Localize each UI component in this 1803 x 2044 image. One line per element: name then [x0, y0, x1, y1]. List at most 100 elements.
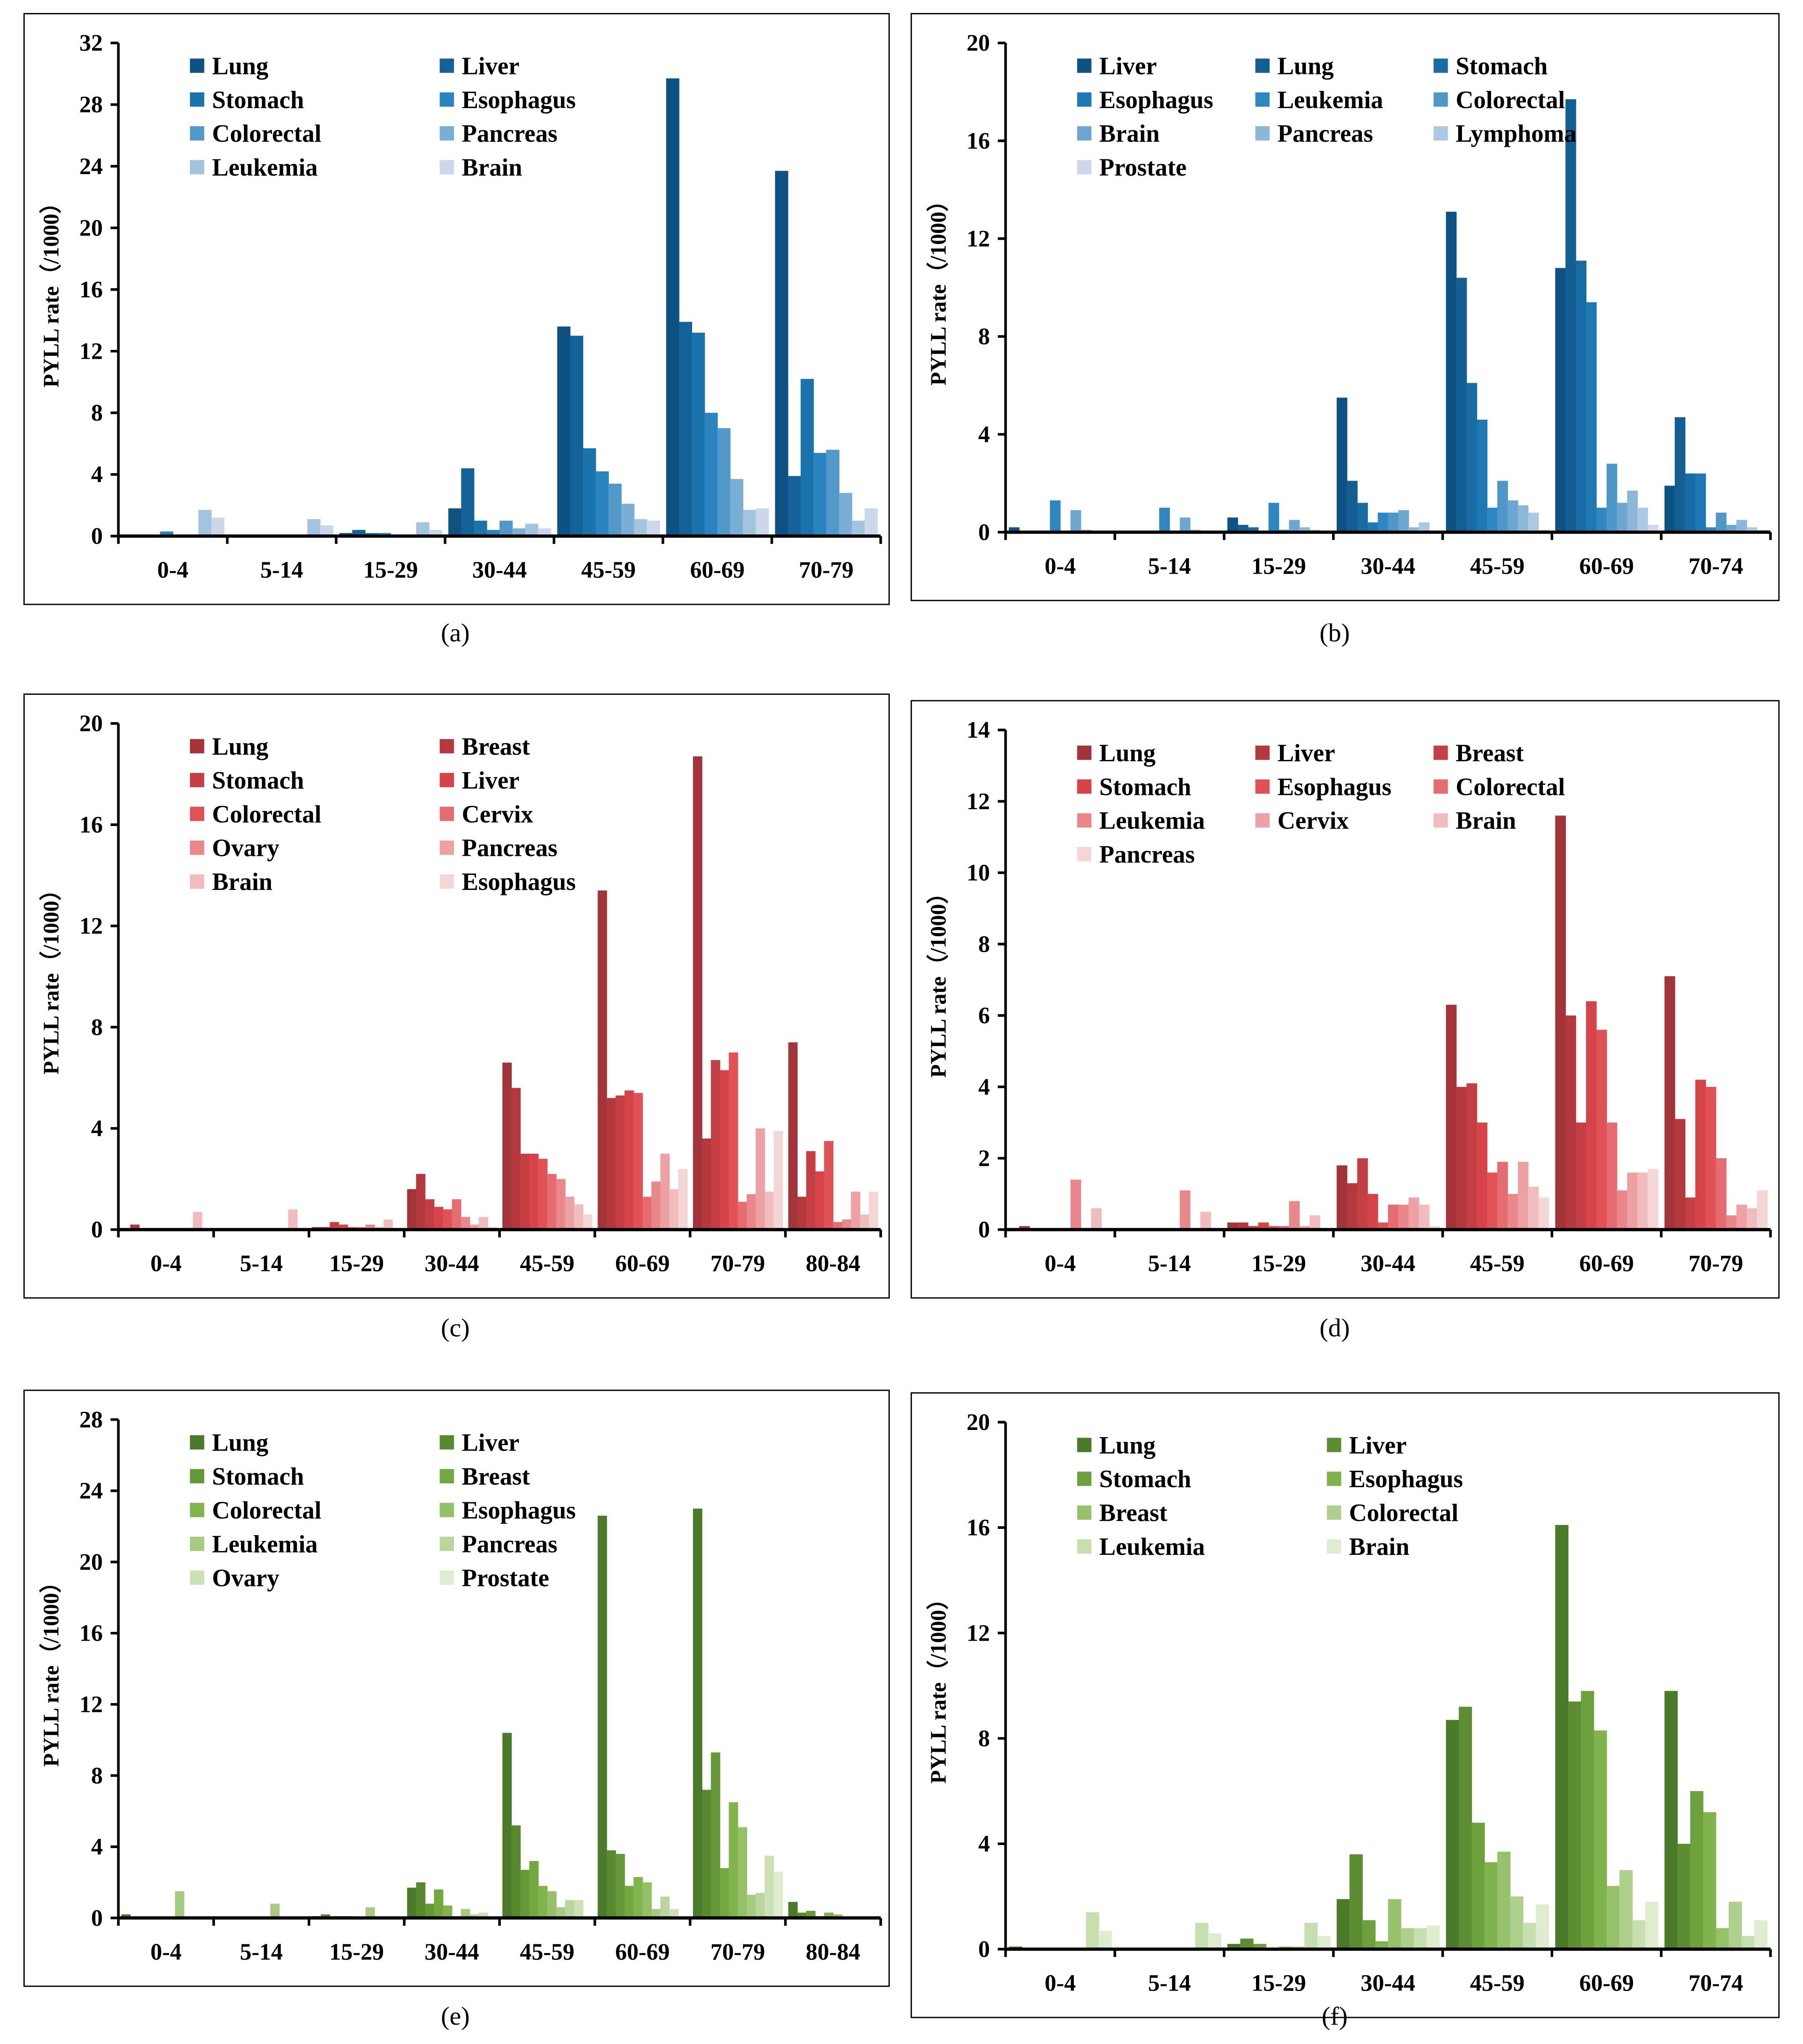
bar-breast-60-69 [1606, 1886, 1620, 1949]
bar-stomach-15-29 [1258, 1222, 1269, 1230]
bar-lung-60-69 [1555, 815, 1566, 1230]
legend-swatch [1255, 813, 1270, 828]
y-tick-label: 6 [978, 1003, 990, 1029]
legend-swatch [1433, 745, 1448, 760]
legend-item-leukemia: Leukemia [1077, 1533, 1205, 1560]
legend-swatch [439, 1536, 454, 1551]
y-tick-label: 28 [79, 92, 103, 118]
bar-colorectal-60-69 [717, 428, 731, 536]
bar-colorectal-70-74 [1716, 512, 1727, 532]
legend-item-lung: Lung [190, 52, 268, 79]
bar-esophagus-45-59 [1477, 419, 1488, 532]
y-tick-label: 4 [91, 1116, 103, 1142]
legend-label: Lung [1099, 739, 1155, 767]
legend-swatch [190, 1570, 204, 1585]
panel-b: 0 4 8 12 16 20 PYLL rate（/1000） 0-4 5-14 15-29 30-… [910, 13, 1780, 601]
legend-swatch [439, 807, 454, 821]
legend-label: Lung [1099, 1432, 1155, 1459]
bar-lung-70-74 [1675, 417, 1686, 532]
y-tick-label: 8 [978, 324, 990, 350]
bar-leukemia-30-44 [1377, 512, 1389, 532]
bar-brain-70-79 [864, 508, 878, 536]
x-tick-label: 45-59 [1470, 1970, 1525, 1996]
panel-label-f: (f) [1322, 2002, 1348, 2031]
bar-pancreas-70-74 [1736, 520, 1747, 532]
y-tick-label: 20 [967, 30, 990, 56]
bar-ovary-45-59 [556, 1179, 566, 1230]
bar-brain-60-69 [1617, 503, 1628, 532]
bar-esophagus-60-69 [678, 1169, 688, 1230]
bar-leukemia-45-59 [1487, 508, 1498, 532]
bar-liver-0-4 [1019, 1226, 1030, 1230]
bar-liver-30-44 [434, 1207, 444, 1230]
bar-stomach-30-44 [1362, 1920, 1376, 1949]
bar-leukemia-45-59 [1507, 1194, 1518, 1230]
bar-leukemia-70-74 [1705, 527, 1716, 532]
legend-item-liver: Liver [1077, 52, 1157, 79]
legend-label: Brain [212, 868, 272, 895]
bar-lung-80-84 [788, 1042, 798, 1230]
bar-stomach-30-44 [425, 1199, 435, 1230]
bar-prostate-60-69 [1647, 524, 1658, 532]
chart-d: 0 2 4 6 8 10 12 14 PYLL rate（/1000） 0-4 5-14 15-29 3… [926, 717, 1772, 1277]
bar-breast-45-59 [1497, 1851, 1511, 1949]
bar-stomach-45-59 [583, 448, 596, 536]
legend-swatch [190, 773, 204, 787]
panel-label-c: (c) [441, 1314, 470, 1343]
y-tick-label: 16 [79, 1620, 103, 1647]
legend-item-stomach: Stomach [190, 767, 304, 794]
x-tick-label: 70-79 [711, 1251, 765, 1277]
legend-label: Breast [462, 1463, 530, 1490]
bar-esophagus-45-59 [1487, 1172, 1498, 1230]
bar-brain-5-14 [1200, 1212, 1211, 1230]
legend-swatch [1433, 92, 1448, 107]
bar-liver-30-44 [1349, 1854, 1363, 1949]
legend-swatch [190, 739, 204, 754]
x-tick-label: 0-4 [1044, 553, 1076, 579]
bar-stomach-15-29 [1248, 527, 1259, 532]
x-tick-label: 70-79 [799, 557, 854, 583]
bar-esophagus-0-4 [160, 531, 173, 536]
legend-swatch [439, 840, 454, 855]
y-tick-label: 0 [978, 1936, 990, 1962]
legend-item-lymphoma: Lymphoma [1433, 120, 1576, 147]
legend-item-brain: Brain [1077, 120, 1160, 147]
chart-a: 0 4 8 12 16 20 24 28 32 PYLL rate（/1000） 0-4 5-14 15… [39, 30, 882, 583]
legend-label: Cervix [1277, 807, 1349, 834]
legend-item-colorectal: Colorectal [1327, 1499, 1458, 1527]
bar-lung-45-59 [1446, 1005, 1457, 1230]
legend-swatch [1327, 1472, 1341, 1486]
bar-lymphoma-30-44 [1419, 522, 1430, 532]
bar-liver-30-44 [416, 1882, 426, 1918]
legend-label: Brain [1456, 807, 1516, 834]
bar-stomach-30-44 [1367, 1194, 1378, 1230]
bar-breast-70-79 [702, 1138, 711, 1230]
bar-esophagus-45-59 [595, 471, 609, 536]
bar-leukemia-30-44 [1398, 1205, 1409, 1230]
bar-cervix-15-29 [1299, 1226, 1310, 1230]
bar-lung-45-59 [1446, 1720, 1459, 1949]
legend-label: Esophagus [1277, 773, 1391, 800]
legend-label: Breast [1099, 1499, 1168, 1527]
legend-item-brain: Brain [190, 868, 272, 895]
bar-pancreas-70-79 [839, 493, 852, 536]
bar-liver-70-74 [1664, 485, 1675, 532]
bar-cervix-45-59 [547, 1174, 557, 1230]
bar-colorectal-30-44 [1388, 512, 1399, 532]
bar-cervix-30-44 [452, 1199, 461, 1230]
legend-item-lung: Lung [1255, 52, 1334, 79]
bar-lung-60-69 [666, 78, 679, 536]
bar-breast-15-29 [1248, 1226, 1259, 1230]
y-axis-label: PYLL rate（/1000） [926, 190, 951, 386]
bar-pancreas-60-69 [660, 1896, 670, 1918]
bar-colorectal-60-69 [1619, 1870, 1633, 1949]
bar-stomach-45-59 [520, 1154, 530, 1230]
chart-f: 0 4 8 12 16 20 PYLL rate（/1000） 0-4 5-14 15-29 30-… [926, 1409, 1772, 1996]
bar-esophagus-60-69 [1594, 1730, 1607, 1949]
bar-breast-70-74 [1716, 1928, 1729, 1949]
bar-liver-15-29 [1237, 1222, 1248, 1230]
bar-liver-45-59 [511, 1825, 521, 1918]
x-tick-label: 15-29 [1251, 1251, 1306, 1277]
bar-esophagus-60-69 [1586, 302, 1597, 532]
bar-stomach-60-69 [1576, 260, 1586, 532]
